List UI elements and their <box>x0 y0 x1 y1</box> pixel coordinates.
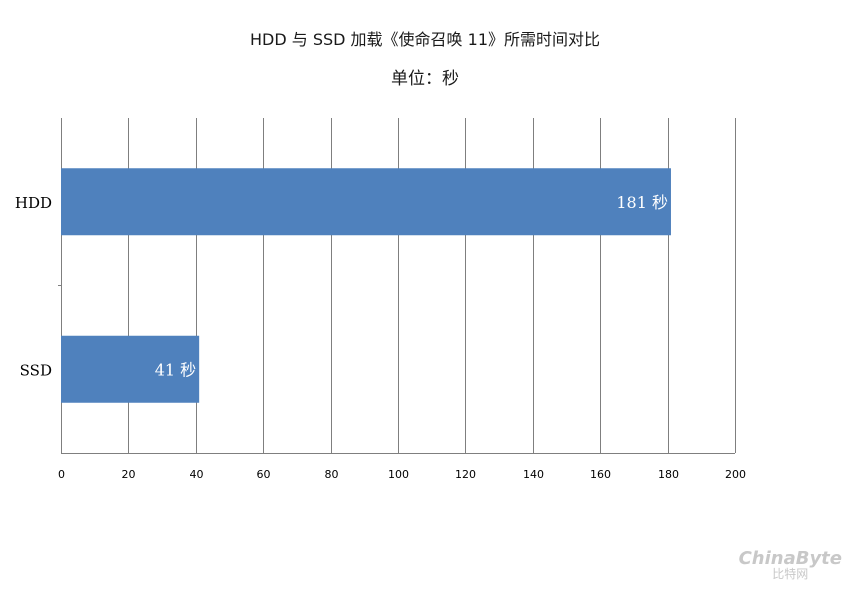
x-tick-label: 160 <box>590 468 611 481</box>
x-tick-label: 180 <box>658 468 679 481</box>
x-tick-label: 0 <box>58 468 65 481</box>
x-tick-label: 80 <box>325 468 339 481</box>
watermark-line-2: 比特网 <box>772 567 809 581</box>
data-label: 181 秒 <box>616 193 668 212</box>
watermark-line-1: ChinaByte <box>738 548 842 569</box>
data-label: 41 秒 <box>155 360 196 379</box>
x-tick-label: 120 <box>455 468 476 481</box>
category-label: SSD <box>20 361 52 379</box>
x-tick-label: 200 <box>725 468 746 481</box>
bar-ssd <box>61 335 200 403</box>
category-label: HDD <box>15 194 52 212</box>
x-tick-label: 140 <box>523 468 544 481</box>
x-tick-label: 20 <box>122 468 136 481</box>
bar-hdd <box>61 168 671 236</box>
watermark-logo: ChinaByte 比特网 <box>738 548 842 581</box>
x-tick-label: 60 <box>257 468 271 481</box>
chart-title: HDD 与 SSD 加载《使命召唤 11》所需时间对比 <box>249 30 600 49</box>
x-tick-label: 40 <box>190 468 204 481</box>
chart-subtitle: 单位：秒 <box>391 69 459 89</box>
x-tick-label: 100 <box>388 468 409 481</box>
